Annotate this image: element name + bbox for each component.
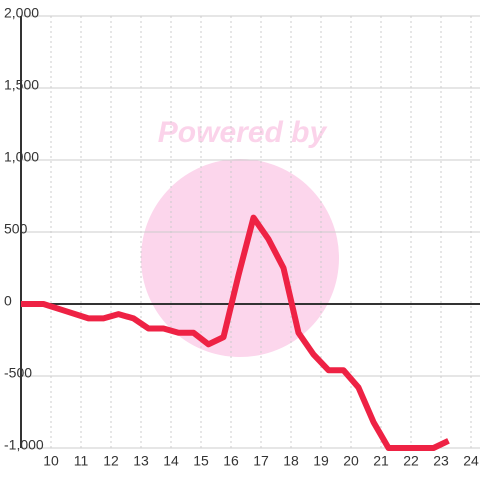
x-tick-label: 20 (343, 453, 359, 469)
y-tick-label: 500 (4, 221, 28, 237)
x-tick-label: 12 (103, 453, 119, 469)
x-tick-label: 22 (403, 453, 419, 469)
watermark-text: Powered by (158, 116, 328, 149)
y-tick-label: 0 (4, 293, 12, 309)
x-tick-label: 10 (43, 453, 59, 469)
x-tick-label: 16 (223, 453, 239, 469)
x-tick-label: 24 (463, 453, 479, 469)
y-tick-label: 2,000 (4, 5, 39, 21)
x-tick-label: 17 (253, 453, 269, 469)
y-tick-label: -500 (4, 365, 32, 381)
x-tick-label: 21 (373, 453, 389, 469)
x-tick-label: 15 (193, 453, 209, 469)
x-tick-label: 14 (163, 453, 179, 469)
x-tick-label: 23 (433, 453, 449, 469)
x-tick-label: 18 (283, 453, 299, 469)
x-tick-label: 11 (74, 453, 89, 469)
x-tick-label: 19 (313, 453, 329, 469)
data-line (21, 214, 450, 451)
x-tick-label: 13 (133, 453, 149, 469)
y-tick-label: -1,000 (4, 437, 44, 453)
